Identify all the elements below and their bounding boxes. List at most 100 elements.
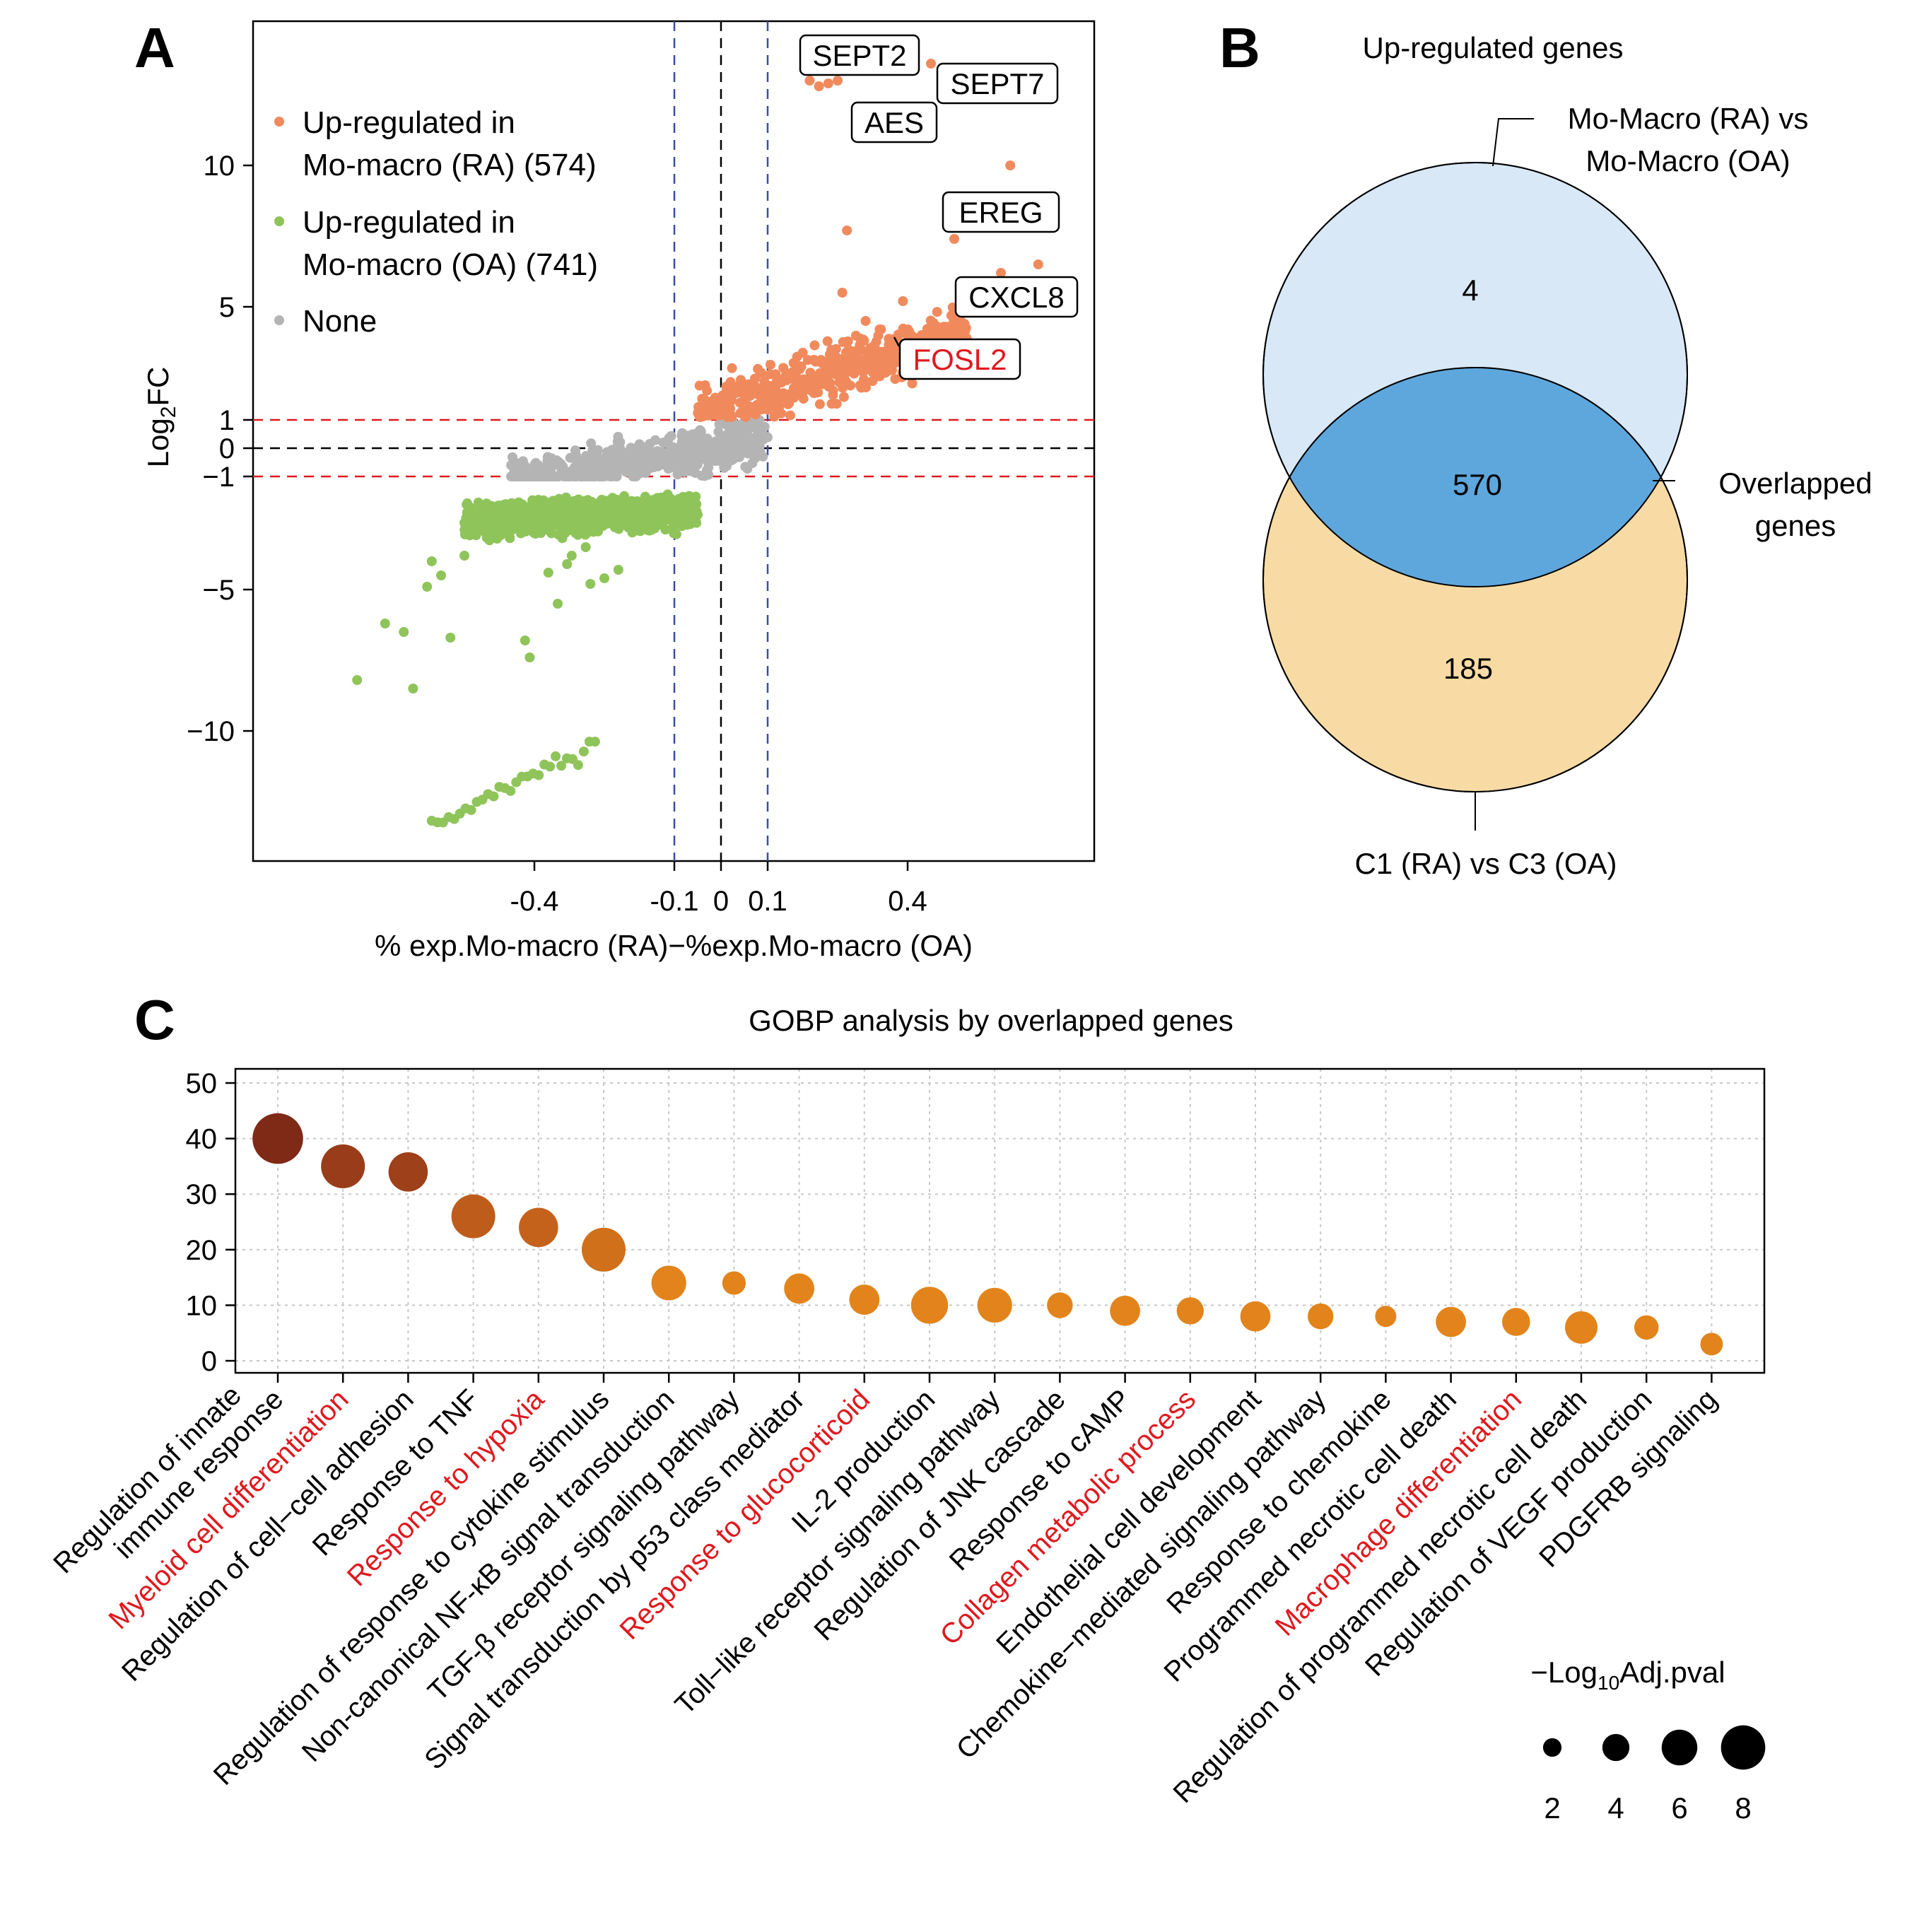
point-up	[1033, 259, 1043, 269]
point-down	[506, 525, 516, 535]
point-up	[747, 388, 758, 399]
point-none	[599, 472, 609, 481]
point-up	[867, 376, 878, 387]
point-none	[737, 445, 747, 455]
point-none	[702, 464, 713, 475]
point-none	[661, 438, 672, 448]
point-down	[610, 521, 621, 532]
point-up	[881, 360, 892, 370]
point-up	[802, 381, 812, 392]
point-down	[529, 528, 539, 538]
point-down	[531, 509, 541, 520]
point-up	[840, 376, 851, 387]
point-down	[481, 498, 492, 509]
point-none	[681, 435, 691, 446]
point-up	[810, 382, 821, 392]
point-up	[828, 390, 838, 400]
point-down	[684, 496, 695, 507]
point-down	[662, 489, 673, 500]
point-up	[785, 410, 795, 421]
point-none	[633, 459, 644, 470]
point-up	[809, 340, 820, 351]
point-up	[949, 234, 959, 244]
size-legend-circle	[1721, 1725, 1766, 1770]
point-none	[590, 466, 601, 476]
venn-count-bottom-only: 185	[1443, 652, 1493, 685]
point-down	[613, 565, 623, 575]
bubble	[849, 1284, 880, 1315]
point-up	[833, 76, 843, 86]
size-legend-circle	[1602, 1733, 1630, 1762]
point-up	[1005, 160, 1016, 170]
y-tick-label: 5	[219, 292, 235, 323]
point-down	[483, 509, 493, 520]
legend-up-ra-line2: Mo-macro (RA) (574)	[303, 148, 597, 182]
point-down	[507, 508, 517, 518]
point-down	[533, 495, 544, 505]
point-down	[551, 751, 561, 761]
point-down	[380, 619, 390, 628]
y-axis-title: Log2FC	[141, 367, 180, 468]
point-none	[534, 472, 544, 481]
x-tick-label: 0.4	[888, 886, 927, 917]
point-up	[823, 377, 833, 388]
point-up	[959, 319, 970, 329]
point-down	[555, 517, 565, 528]
y-tick-label: 0	[219, 433, 235, 464]
point-down	[599, 573, 609, 583]
point-down	[488, 791, 499, 802]
point-up	[871, 368, 881, 378]
point-none	[565, 472, 575, 481]
point-none	[626, 443, 636, 453]
bubble	[1436, 1306, 1466, 1337]
point-down	[657, 506, 668, 517]
point-none	[556, 465, 567, 476]
point-up	[898, 296, 908, 306]
point-none	[702, 453, 713, 464]
point-up	[874, 324, 885, 334]
point-up	[766, 359, 776, 370]
y-tick-label: −1	[202, 462, 235, 493]
point-up	[840, 347, 851, 358]
gene-box-cxcl8	[954, 276, 1079, 318]
point-up	[757, 402, 768, 412]
x-tick-label: -0.1	[650, 886, 699, 917]
point-up	[858, 367, 869, 377]
bubble	[1502, 1308, 1530, 1336]
bubble-y-tick-label: 0	[201, 1346, 217, 1377]
point-down	[590, 517, 600, 527]
point-up	[739, 411, 750, 422]
point-up	[996, 268, 1006, 278]
point-up	[850, 365, 860, 376]
point-up	[749, 373, 760, 384]
bubble-y-tick-label: 20	[186, 1235, 218, 1266]
point-down	[581, 508, 592, 518]
point-down	[682, 520, 693, 530]
point-up	[717, 397, 727, 408]
point-up	[806, 370, 816, 380]
bubble	[1634, 1315, 1659, 1340]
point-down	[566, 551, 577, 561]
bubble	[977, 1287, 1012, 1323]
bubble	[910, 1287, 949, 1324]
panel-c-title: GOBP analysis by overlapped genes	[749, 1004, 1233, 1037]
legend-up-ra-line1: Up-regulated in	[303, 105, 515, 140]
point-up	[792, 351, 802, 362]
point-none	[551, 455, 562, 466]
point-down	[594, 505, 605, 515]
point-down	[496, 506, 507, 517]
point-down	[553, 529, 564, 540]
point-up	[705, 410, 716, 421]
gene-box-aes	[850, 101, 938, 144]
x-axis-ticks: -0.4 -0.1 0 0.1 0.4	[510, 861, 927, 917]
point-down	[524, 652, 535, 662]
point-up	[724, 386, 734, 397]
point-down	[576, 515, 587, 525]
point-up	[952, 322, 963, 333]
point-up	[770, 369, 781, 380]
bubble	[1375, 1306, 1397, 1328]
point-none	[686, 459, 697, 470]
point-down	[493, 525, 504, 536]
bubble	[388, 1152, 428, 1192]
point-up	[860, 316, 871, 326]
